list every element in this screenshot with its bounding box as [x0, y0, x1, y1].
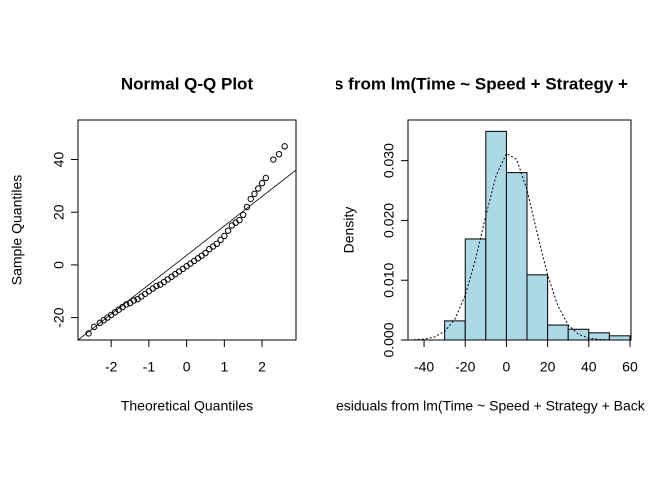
point [183, 263, 190, 270]
x-tick-label: -2 [105, 359, 118, 375]
y-tick-label: 0.030 [381, 143, 397, 178]
point [213, 240, 220, 248]
point [275, 151, 283, 158]
point [206, 245, 213, 253]
panel: Normal Q-Q Plot Theoretical Quantiles Samp… [9, 74, 297, 414]
x-tick-label: 40 [581, 359, 597, 375]
x-axis-label: Theoretical Quantiles [121, 398, 253, 414]
point [262, 174, 270, 182]
panel: s from lm(Time ~ Speed + Strategy + esidu… [334, 74, 646, 414]
point [187, 260, 194, 267]
point [224, 227, 232, 234]
x-tick-label: 20 [540, 359, 556, 375]
point [228, 222, 236, 229]
point [190, 257, 198, 265]
point [247, 195, 254, 203]
point [281, 143, 288, 150]
point [255, 185, 262, 192]
point [217, 236, 224, 244]
x-tick-label: 60 [622, 359, 638, 375]
point [194, 255, 202, 262]
point [172, 270, 179, 278]
y-axis-label: Density [341, 207, 357, 254]
x-tick-label: 2 [258, 359, 266, 375]
y-tick-label: -20 [51, 307, 67, 327]
x-tick-label: -20 [455, 359, 475, 375]
x-tick-label: -1 [143, 359, 156, 375]
bar [505, 172, 528, 340]
x-tick-label: 0 [183, 359, 191, 375]
point [153, 282, 160, 290]
y-tick-label: 0.000 [381, 322, 397, 357]
point [138, 293, 145, 300]
y-tick-label: 0.020 [381, 203, 397, 238]
bar [444, 320, 466, 340]
bar [608, 335, 631, 340]
point [149, 285, 156, 292]
bar [567, 328, 590, 340]
plot-area [78, 143, 296, 340]
reference-line [78, 169, 296, 340]
point [164, 276, 171, 283]
point [175, 268, 183, 275]
chart-title: Normal Q-Q Plot [121, 74, 254, 93]
point [236, 216, 243, 224]
point [91, 323, 98, 331]
point [258, 180, 266, 187]
point [145, 288, 153, 295]
plot-area [413, 130, 631, 340]
point [270, 156, 277, 163]
point [232, 219, 239, 226]
point [221, 232, 228, 240]
x-axis-label: esiduals from lm(Time ~ Speed + Strategy… [336, 398, 646, 414]
bar [464, 238, 487, 340]
x-tick-label: 0 [503, 359, 511, 375]
plot-frame [77, 119, 297, 341]
point [168, 273, 175, 280]
bar [547, 324, 569, 340]
point [160, 278, 168, 286]
point [239, 211, 247, 219]
point [130, 297, 138, 304]
y-tick-label: 0.010 [381, 262, 397, 297]
y-tick-label: 0 [51, 261, 67, 269]
chart-title: s from lm(Time ~ Speed + Strategy + [334, 74, 628, 93]
plot-frame [407, 119, 632, 341]
density-curve [413, 152, 610, 340]
point [179, 265, 187, 273]
x-tick-label: 1 [220, 359, 228, 375]
point [202, 249, 209, 257]
y-tick-label: 40 [51, 152, 67, 168]
y-axis-label: Sample Quantiles [9, 175, 25, 286]
point [251, 190, 258, 197]
point [243, 203, 251, 211]
point [209, 243, 217, 250]
y-tick-label: 20 [51, 204, 67, 220]
point [198, 252, 205, 259]
bar [526, 274, 549, 340]
x-tick-label: -40 [414, 359, 434, 375]
bar [485, 130, 507, 340]
point [141, 290, 149, 298]
